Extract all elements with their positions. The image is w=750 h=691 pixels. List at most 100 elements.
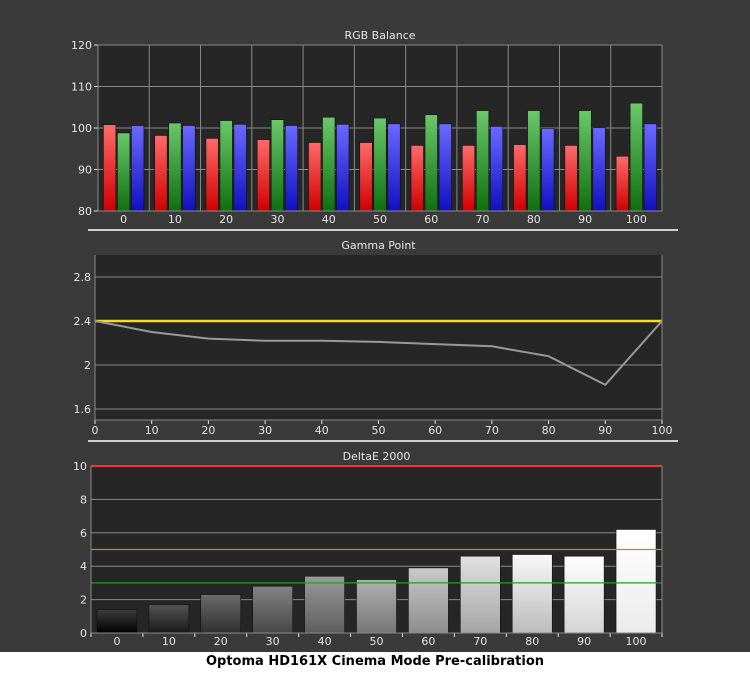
rgb-bar-green xyxy=(168,122,182,212)
rgb-xtick-label: 20 xyxy=(219,213,233,226)
gamma-xtick-label: 30 xyxy=(258,424,272,437)
rgb-bar-blue xyxy=(438,123,452,212)
deltae-bar xyxy=(304,575,345,634)
figure-caption: Optoma HD161X Cinema Mode Pre-calibratio… xyxy=(0,652,750,691)
rgb-xtick-label: 70 xyxy=(476,213,490,226)
rgb-ytick-label: 80 xyxy=(78,205,92,218)
rgb-bar-green xyxy=(270,119,285,212)
deltae-ytick-label: 4 xyxy=(80,560,87,573)
rgb-bar-red xyxy=(513,144,527,212)
rgb-xtick-label: 50 xyxy=(373,213,387,226)
deltae-bar xyxy=(96,609,138,634)
rgb-bar-red xyxy=(154,135,168,212)
deltae-xtick-label: 50 xyxy=(370,635,384,648)
deltae-xtick-label: 70 xyxy=(473,635,487,648)
deltae-xtick-label: 100 xyxy=(626,635,647,648)
rgb-bar-red xyxy=(461,145,476,212)
rgb-bar-red xyxy=(103,124,117,212)
rgb-xtick-label: 40 xyxy=(322,213,336,226)
gamma-chart-title: Gamma Point xyxy=(341,239,416,252)
gamma-xtick-label: 100 xyxy=(652,424,673,437)
rgb-bar-red xyxy=(564,145,578,212)
deltae-xtick-label: 40 xyxy=(318,635,332,648)
rgb-xtick-label: 60 xyxy=(424,213,438,226)
gamma-ytick-label: 2.8 xyxy=(74,271,92,284)
rgb-bar-green xyxy=(322,116,336,212)
deltae-xtick-label: 10 xyxy=(162,635,176,648)
gamma-ytick-label: 2 xyxy=(84,359,91,372)
rgb-bar-blue xyxy=(131,125,145,212)
gamma-xtick-label: 40 xyxy=(315,424,329,437)
rgb-bar-blue xyxy=(182,125,196,212)
rgb-bar-green xyxy=(527,110,541,212)
rgb-bar-blue xyxy=(387,123,401,212)
rgb-chart-title: RGB Balance xyxy=(344,29,415,42)
rgb-bar-blue xyxy=(233,123,247,212)
rgb-bar-red xyxy=(205,138,219,212)
rgb-ytick-label: 90 xyxy=(78,164,92,177)
rgb-bar-green xyxy=(373,117,387,212)
rgb-ytick-label: 110 xyxy=(71,81,92,94)
deltae-bar xyxy=(460,555,501,634)
gamma-ytick-label: 1.6 xyxy=(74,403,92,416)
gamma-xtick-label: 0 xyxy=(92,424,99,437)
rgb-bar-blue xyxy=(643,123,657,212)
deltae-xtick-label: 20 xyxy=(214,635,228,648)
rgb-xtick-label: 90 xyxy=(578,213,592,226)
deltae-ytick-label: 10 xyxy=(73,460,87,473)
deltae-bar xyxy=(148,604,190,634)
deltae-bar xyxy=(200,594,242,634)
rgb-bar-blue xyxy=(541,128,555,212)
rgb-bar-blue xyxy=(336,123,350,212)
deltae-bar xyxy=(511,554,553,634)
chart-stage: 80 90 100 110 120 0 10 20 30 40 50 60 70 80 90 100 RGB B… xyxy=(0,0,750,652)
rgb-bar-blue xyxy=(592,127,606,212)
rgb-bar-red xyxy=(308,142,322,212)
gamma-xtick-label: 50 xyxy=(372,424,386,437)
rgb-xtick-label: 80 xyxy=(527,213,541,226)
rgb-ytick-label: 120 xyxy=(71,39,92,52)
rgb-bar-green xyxy=(424,114,438,212)
rgb-bar-red xyxy=(615,155,629,212)
gamma-xtick-label: 10 xyxy=(145,424,159,437)
deltae-ytick-label: 6 xyxy=(80,527,87,540)
deltae-bar xyxy=(615,529,657,634)
gamma-xtick-label: 90 xyxy=(598,424,612,437)
deltae-xtick-label: 0 xyxy=(113,635,120,648)
rgb-bar-red xyxy=(256,139,271,212)
rgb-bar-green xyxy=(578,110,592,212)
rgb-xtick-label: 0 xyxy=(120,213,127,226)
rgb-bar-green xyxy=(117,132,131,212)
deltae-ytick-label: 2 xyxy=(80,594,87,607)
rgb-plot-border xyxy=(97,44,663,212)
deltae-ytick-label: 8 xyxy=(80,493,87,506)
rgb-bar-red xyxy=(410,145,424,212)
rgb-bar-green xyxy=(475,110,490,212)
deltae-bar xyxy=(252,585,293,634)
deltae-xtick-label: 80 xyxy=(525,635,539,648)
rgb-xtick-label: 10 xyxy=(168,213,182,226)
deltae-chart-title: DeltaE 2000 xyxy=(343,450,411,463)
rgb-ytick-label: 100 xyxy=(71,122,92,135)
rgb-xtick-label: 30 xyxy=(270,213,284,226)
gamma-xtick-label: 60 xyxy=(428,424,442,437)
deltae-ytick-label: 0 xyxy=(80,627,87,640)
deltae-xtick-label: 60 xyxy=(421,635,435,648)
deltae-bar xyxy=(563,555,605,634)
rgb-bar-blue xyxy=(284,125,299,212)
rgb-xtick-label: 100 xyxy=(626,213,647,226)
gamma-xtick-label: 80 xyxy=(542,424,556,437)
deltae-bar xyxy=(408,567,449,634)
rgb-bar-green xyxy=(629,102,643,212)
gamma-xtick-label: 20 xyxy=(201,424,215,437)
deltae-xtick-label: 90 xyxy=(577,635,591,648)
gamma-ytick-label: 2.4 xyxy=(74,315,92,328)
deltae-xtick-label: 30 xyxy=(266,635,280,648)
rgb-bar-blue xyxy=(489,126,504,212)
rgb-bar-red xyxy=(359,142,373,212)
gamma-plot-area xyxy=(95,255,662,420)
gamma-xtick-label: 70 xyxy=(485,424,499,437)
rgb-bar-green xyxy=(219,120,233,212)
deltae-bar xyxy=(356,579,397,634)
